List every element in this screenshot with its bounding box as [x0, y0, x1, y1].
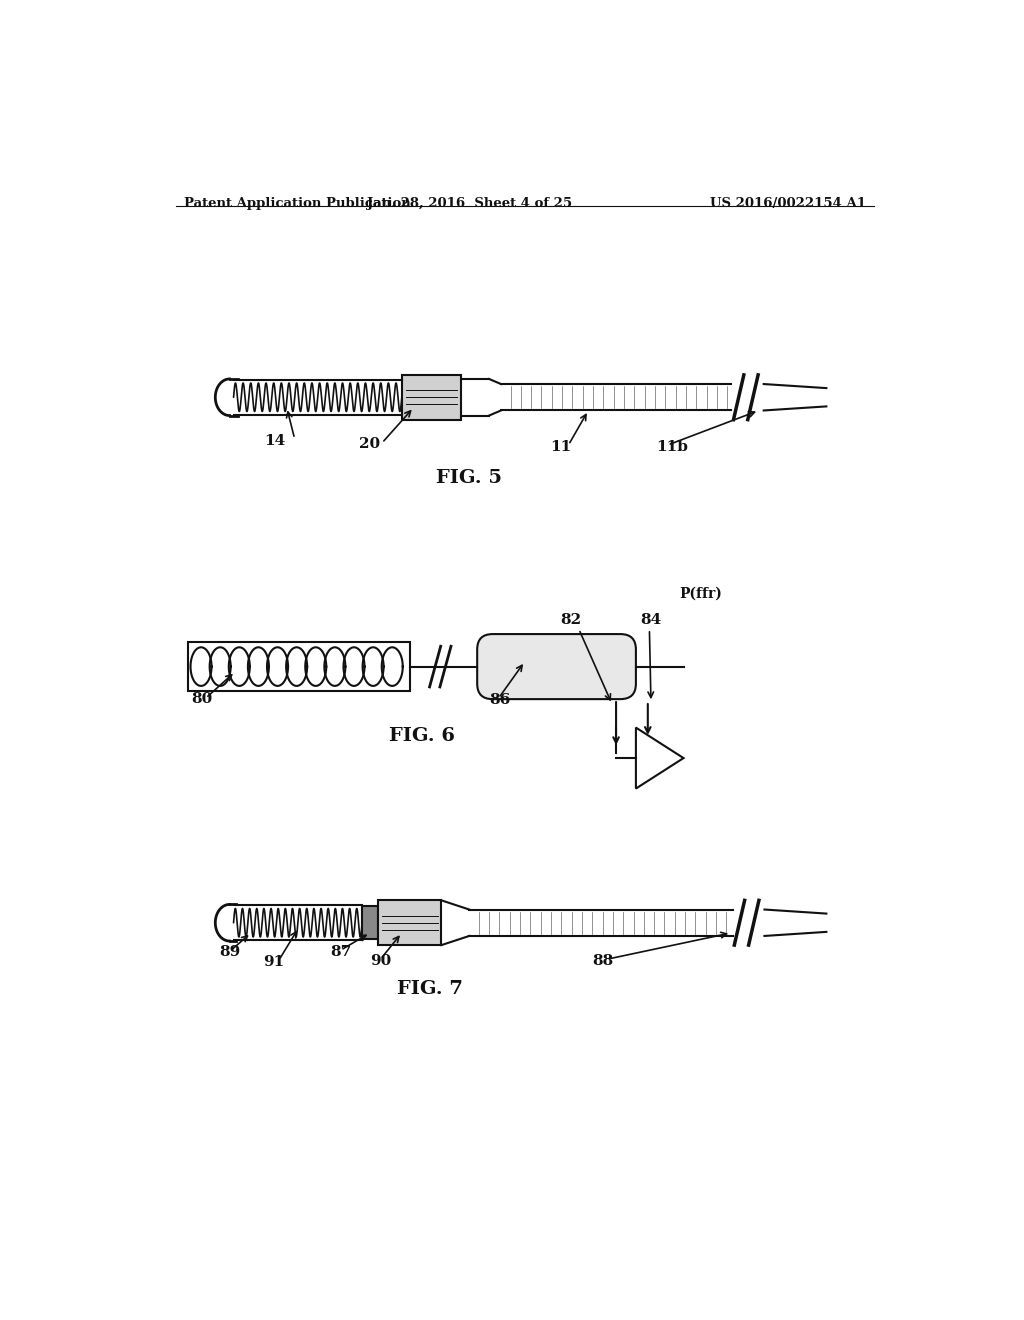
Text: 80: 80 — [191, 692, 213, 706]
Text: 91: 91 — [263, 956, 285, 969]
Text: FIG. 7: FIG. 7 — [396, 979, 463, 998]
Text: US 2016/0022154 A1: US 2016/0022154 A1 — [710, 197, 866, 210]
Text: 84: 84 — [640, 612, 662, 627]
Text: Jan. 28, 2016  Sheet 4 of 25: Jan. 28, 2016 Sheet 4 of 25 — [367, 197, 571, 210]
Text: 87: 87 — [331, 945, 351, 960]
Text: 90: 90 — [370, 954, 391, 969]
Text: 11b: 11b — [655, 440, 688, 454]
Text: Patent Application Publication: Patent Application Publication — [183, 197, 411, 210]
FancyBboxPatch shape — [477, 634, 636, 700]
Bar — [401, 375, 461, 420]
Text: 88: 88 — [592, 954, 613, 969]
Bar — [362, 907, 378, 939]
Bar — [378, 900, 441, 945]
Text: 11: 11 — [550, 440, 571, 454]
Text: 82: 82 — [560, 612, 582, 627]
Text: 14: 14 — [264, 434, 286, 447]
Text: 89: 89 — [219, 945, 241, 960]
Text: 86: 86 — [489, 693, 510, 708]
Text: 20: 20 — [359, 437, 381, 451]
Text: FIG. 6: FIG. 6 — [389, 727, 455, 744]
Text: FIG. 5: FIG. 5 — [436, 469, 502, 487]
Text: P(ffr): P(ffr) — [680, 586, 722, 601]
Polygon shape — [636, 727, 684, 788]
Bar — [187, 643, 410, 690]
